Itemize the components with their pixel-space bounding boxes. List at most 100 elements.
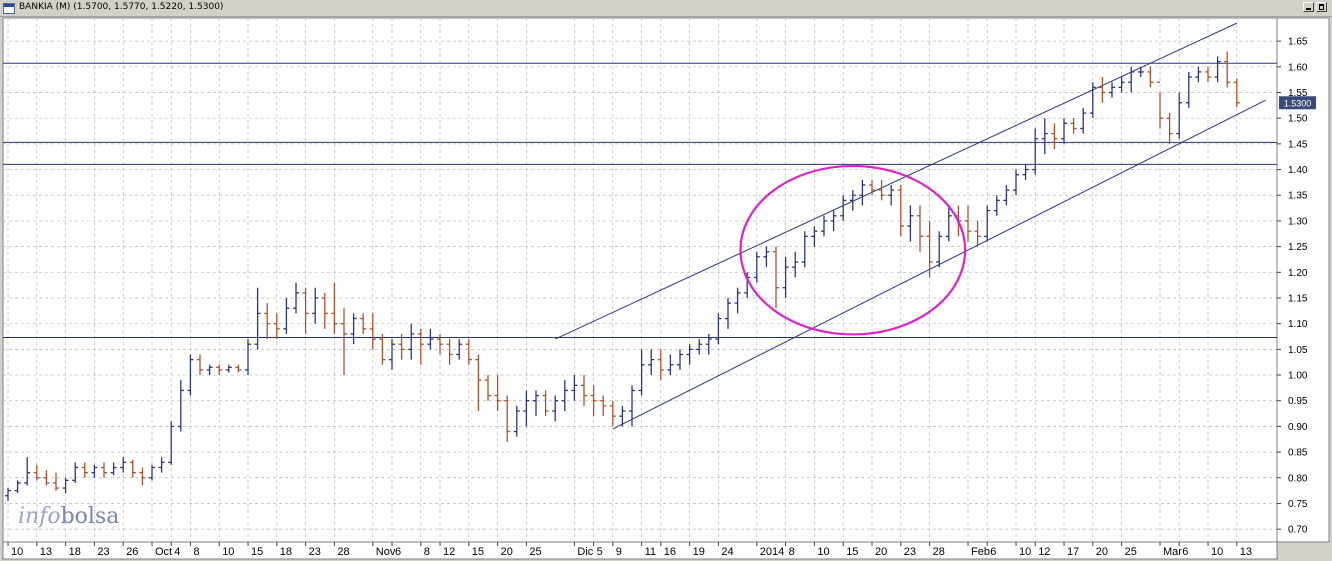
logo-part-bolsa: bolsa bbox=[61, 504, 120, 529]
ohlc-bar bbox=[273, 313, 280, 340]
ohlc-bars bbox=[5, 51, 1240, 501]
ohlc-bar bbox=[782, 256, 789, 298]
last-price-value: 1.5300 bbox=[1284, 98, 1312, 108]
price-tick-label: 1.00 bbox=[1288, 371, 1308, 382]
ohlc-bar bbox=[849, 190, 856, 211]
ohlc-bar bbox=[53, 472, 59, 491]
ohlc-bar bbox=[302, 287, 309, 334]
ohlc-bar bbox=[1137, 66, 1144, 78]
date-tick-label: 23 bbox=[309, 546, 321, 558]
ohlc-bar bbox=[408, 323, 415, 360]
ohlc-bar bbox=[725, 297, 731, 329]
ohlc-bar bbox=[91, 464, 98, 478]
ohlc-bar bbox=[1185, 71, 1192, 108]
ohlc-bar bbox=[763, 246, 770, 268]
ohlc-bar bbox=[773, 246, 779, 309]
price-tick-label: 0.85 bbox=[1288, 448, 1308, 459]
price-tick-label: 1.50 bbox=[1288, 114, 1308, 125]
date-axis-labels: 10 13 18 23 26 Oct 4 8 10 15 18 23 28 Nov 6 8 12 15 20 25 Di… bbox=[7, 542, 1252, 558]
ohlc-bar bbox=[945, 205, 952, 242]
price-tick-label: 1.25 bbox=[1288, 242, 1308, 253]
price-tick-label: 0.90 bbox=[1288, 422, 1308, 433]
ohlc-bar bbox=[638, 349, 645, 396]
price-chart[interactable]: 0.70 0.75 0.80 0.85 0.90 0.95 1.00 1.05 1.10 1.15… bbox=[0, 16, 1332, 561]
ohlc-bar bbox=[1176, 92, 1183, 139]
ohlc-bar bbox=[110, 462, 117, 476]
price-tick-label: 0.70 bbox=[1288, 525, 1308, 536]
ohlc-bar bbox=[475, 354, 482, 411]
minimize-button[interactable] bbox=[1303, 2, 1314, 12]
date-tick-label: Mar bbox=[1163, 546, 1182, 558]
maximize-button[interactable] bbox=[1316, 2, 1327, 12]
date-tick-label: 17 bbox=[1067, 546, 1079, 558]
ohlc-bar bbox=[504, 395, 511, 442]
ohlc-bar bbox=[1061, 118, 1067, 144]
date-tick-label: 28 bbox=[337, 546, 349, 558]
horizontal-levels bbox=[3, 62, 1277, 339]
ohlc-bar bbox=[264, 303, 271, 340]
ohlc-bar bbox=[33, 464, 40, 481]
highlight-ellipse bbox=[739, 164, 967, 336]
price-tick-label: 0.75 bbox=[1288, 499, 1308, 510]
highlight-ellipse-group bbox=[739, 164, 967, 336]
infobolsa-logo: infobolsa bbox=[18, 504, 119, 529]
price-tick-label: 1.40 bbox=[1288, 165, 1308, 176]
ohlc-bar bbox=[427, 328, 434, 350]
date-tick-label: 6 bbox=[395, 546, 401, 558]
date-tick-label: 10 bbox=[817, 546, 829, 558]
date-tick-label: Nov bbox=[376, 546, 396, 558]
price-tick-label: 1.55 bbox=[1288, 88, 1308, 99]
ohlc-bar bbox=[43, 470, 50, 486]
ohlc-bar bbox=[456, 339, 463, 360]
ohlc-bar bbox=[379, 333, 386, 365]
ohlc-bar bbox=[341, 308, 347, 376]
window-titlebar[interactable]: BANKIA (M) (1.5700, 1.5770, 1.5220, 1.53… bbox=[0, 0, 1332, 17]
date-tick-label: 26 bbox=[126, 546, 138, 558]
ohlc-bar bbox=[811, 226, 818, 247]
ohlc-bar bbox=[1022, 164, 1029, 180]
ohlc-bar bbox=[830, 210, 837, 232]
ohlc-bar bbox=[331, 282, 338, 334]
date-tick-label: 15 bbox=[251, 546, 263, 558]
ohlc-bar bbox=[187, 354, 194, 396]
ohlc-bar bbox=[590, 385, 597, 417]
date-tick-label: 20 bbox=[1096, 546, 1108, 558]
ohlc-bar bbox=[1195, 66, 1202, 83]
ohlc-bar bbox=[561, 380, 568, 411]
ohlc-bar bbox=[101, 462, 107, 478]
price-tick-label: 0.80 bbox=[1288, 473, 1308, 484]
ohlc-bar bbox=[686, 344, 693, 365]
ohlc-bar bbox=[158, 457, 165, 473]
date-tick-label: 10 bbox=[11, 546, 23, 558]
ohlc-bar bbox=[926, 220, 933, 278]
ohlc-bar bbox=[465, 339, 472, 365]
date-tick-label: 4 bbox=[174, 546, 180, 558]
plot-area bbox=[2, 17, 1278, 543]
price-tick-label: 1.45 bbox=[1288, 139, 1308, 150]
ohlc-bar bbox=[677, 349, 683, 370]
date-tick-label: 5 bbox=[597, 546, 603, 558]
ohlc-bar bbox=[369, 313, 376, 350]
date-tick-label: 6 bbox=[990, 546, 996, 558]
ohlc-bar bbox=[1118, 77, 1125, 93]
date-tick-label: 13 bbox=[1240, 546, 1252, 558]
ohlc-bar bbox=[917, 205, 923, 252]
ohlc-bar bbox=[993, 195, 1000, 216]
ohlc-bar bbox=[1128, 66, 1135, 93]
ohlc-bar bbox=[965, 205, 971, 242]
date-tick-label: Feb bbox=[971, 546, 990, 558]
ohlc-bar bbox=[485, 375, 491, 401]
price-tick-label: 1.65 bbox=[1288, 37, 1308, 48]
date-tick-label: Oct bbox=[155, 546, 172, 558]
ohlc-bar bbox=[14, 480, 21, 494]
date-tick-label: 10 bbox=[1211, 546, 1223, 558]
ohlc-bar bbox=[696, 339, 703, 355]
date-tick-label: 8 bbox=[789, 546, 795, 558]
date-tick-label: 23 bbox=[97, 546, 109, 558]
ohlc-bar bbox=[1214, 56, 1221, 83]
price-tick-label: 1.35 bbox=[1288, 191, 1308, 202]
ohlc-bar bbox=[437, 333, 443, 355]
ohlc-bar bbox=[1224, 51, 1231, 88]
ohlc-bar bbox=[197, 354, 203, 376]
ohlc-bar bbox=[1089, 82, 1096, 119]
